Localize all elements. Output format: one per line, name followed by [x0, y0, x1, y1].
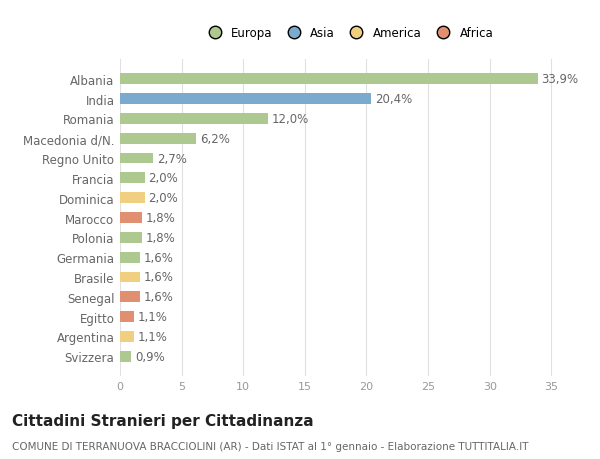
- Text: 1,8%: 1,8%: [146, 212, 176, 224]
- Bar: [120, 173, 145, 184]
- Text: 1,1%: 1,1%: [137, 330, 167, 343]
- Bar: [120, 74, 538, 85]
- Text: 6,2%: 6,2%: [200, 132, 230, 146]
- Text: COMUNE DI TERRANUOVA BRACCIOLINI (AR) - Dati ISTAT al 1° gennaio - Elaborazione : COMUNE DI TERRANUOVA BRACCIOLINI (AR) - …: [12, 441, 529, 451]
- Text: 20,4%: 20,4%: [375, 93, 412, 106]
- Text: 1,1%: 1,1%: [137, 310, 167, 324]
- Text: 2,7%: 2,7%: [157, 152, 187, 165]
- Text: 33,9%: 33,9%: [541, 73, 578, 86]
- Bar: [120, 232, 142, 243]
- Bar: [120, 292, 140, 302]
- Text: Cittadini Stranieri per Cittadinanza: Cittadini Stranieri per Cittadinanza: [12, 413, 314, 428]
- Bar: [120, 272, 140, 283]
- Text: 1,6%: 1,6%: [143, 291, 173, 304]
- Text: 1,6%: 1,6%: [143, 271, 173, 284]
- Bar: [120, 114, 268, 124]
- Text: 2,0%: 2,0%: [148, 172, 178, 185]
- Bar: [120, 331, 134, 342]
- Text: 1,8%: 1,8%: [146, 231, 176, 244]
- Bar: [120, 94, 371, 105]
- Text: 1,6%: 1,6%: [143, 251, 173, 264]
- Bar: [120, 312, 134, 322]
- Bar: [120, 134, 196, 144]
- Text: 2,0%: 2,0%: [148, 192, 178, 205]
- Bar: [120, 193, 145, 204]
- Bar: [120, 252, 140, 263]
- Bar: [120, 351, 131, 362]
- Bar: [120, 213, 142, 224]
- Bar: [120, 153, 153, 164]
- Text: 12,0%: 12,0%: [272, 112, 309, 126]
- Legend: Europa, Asia, America, Africa: Europa, Asia, America, Africa: [200, 24, 496, 42]
- Text: 0,9%: 0,9%: [135, 350, 164, 363]
